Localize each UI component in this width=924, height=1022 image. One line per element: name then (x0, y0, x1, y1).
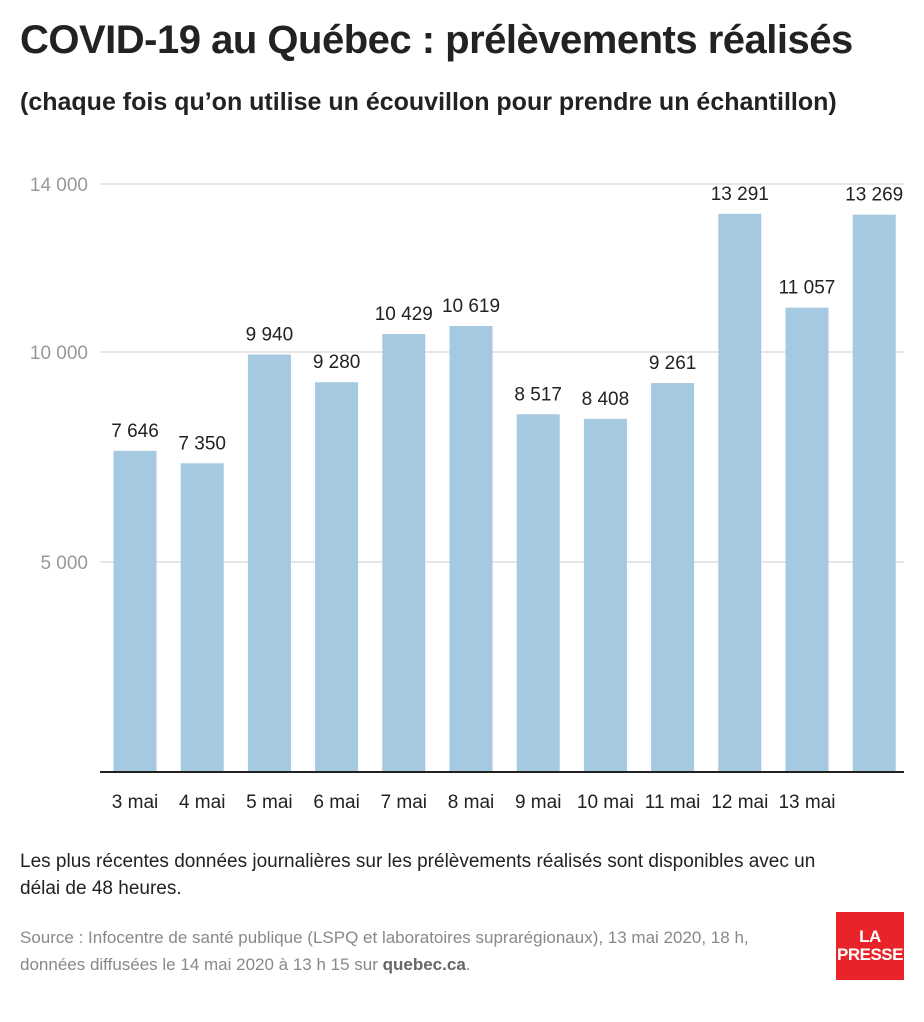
value-label: 10 429 (375, 304, 433, 325)
x-tick-label: 6 mai (313, 792, 359, 813)
x-tick-label: 12 mai (711, 792, 768, 813)
value-label: 8 517 (514, 384, 562, 405)
bar (852, 214, 896, 772)
bar (382, 333, 426, 772)
source-link[interactable]: quebec.ca (382, 955, 466, 974)
bar (651, 383, 695, 772)
page-title: COVID-19 au Québec : prélèvements réalis… (20, 18, 853, 62)
value-label: 13 291 (711, 184, 769, 205)
page-subtitle: (chaque fois qu’on utilise un écouvillon… (20, 88, 837, 116)
x-tick-label: 10 mai (577, 792, 634, 813)
x-tick-label: 11 mai (645, 792, 701, 813)
bar-chart: 5 000 10 000 14 000 7 646 3 mai 7 350 4 mai 9 … (30, 175, 904, 813)
x-tick-label: 7 mai (381, 792, 427, 813)
value-label: 13 269 (845, 185, 903, 206)
source-text: Source : Infocentre de santé publique (L… (20, 928, 749, 974)
value-label: 10 619 (442, 296, 500, 317)
x-tick-label: 4 mai (179, 792, 225, 813)
source-note: Source : Infocentre de santé publique (L… (20, 924, 810, 978)
logo-line-2: PRESSE (837, 945, 903, 964)
bar (785, 307, 829, 772)
value-label: 8 408 (582, 389, 630, 410)
value-label: 7 646 (111, 421, 159, 442)
value-label: 9 940 (246, 325, 294, 346)
y-tick-label: 5 000 (40, 553, 88, 574)
la-presse-logo: LA PRESSE (836, 912, 904, 980)
bar (718, 213, 762, 772)
value-label: 7 350 (178, 433, 226, 454)
bar (449, 326, 493, 772)
x-tick-label: 9 mai (515, 792, 561, 813)
logo-line-1: LA (859, 927, 881, 946)
value-label: 9 280 (313, 352, 361, 373)
bar (315, 382, 359, 772)
bar (247, 354, 291, 772)
bar (180, 463, 224, 772)
x-tick-label: 13 mai (778, 792, 835, 813)
x-tick-label: 8 mai (448, 792, 494, 813)
source-end: . (465, 955, 471, 974)
y-tick-label: 10 000 (30, 343, 88, 364)
bar (516, 414, 560, 772)
bar (113, 450, 157, 772)
bar (583, 418, 627, 772)
value-label: 9 261 (649, 353, 697, 374)
data-note: Les plus récentes données journalières s… (20, 851, 816, 899)
x-tick-label: 5 mai (246, 792, 292, 813)
y-tick-label: 14 000 (30, 175, 88, 196)
x-tick-label: 3 mai (112, 792, 158, 813)
value-label: 11 057 (779, 278, 836, 299)
